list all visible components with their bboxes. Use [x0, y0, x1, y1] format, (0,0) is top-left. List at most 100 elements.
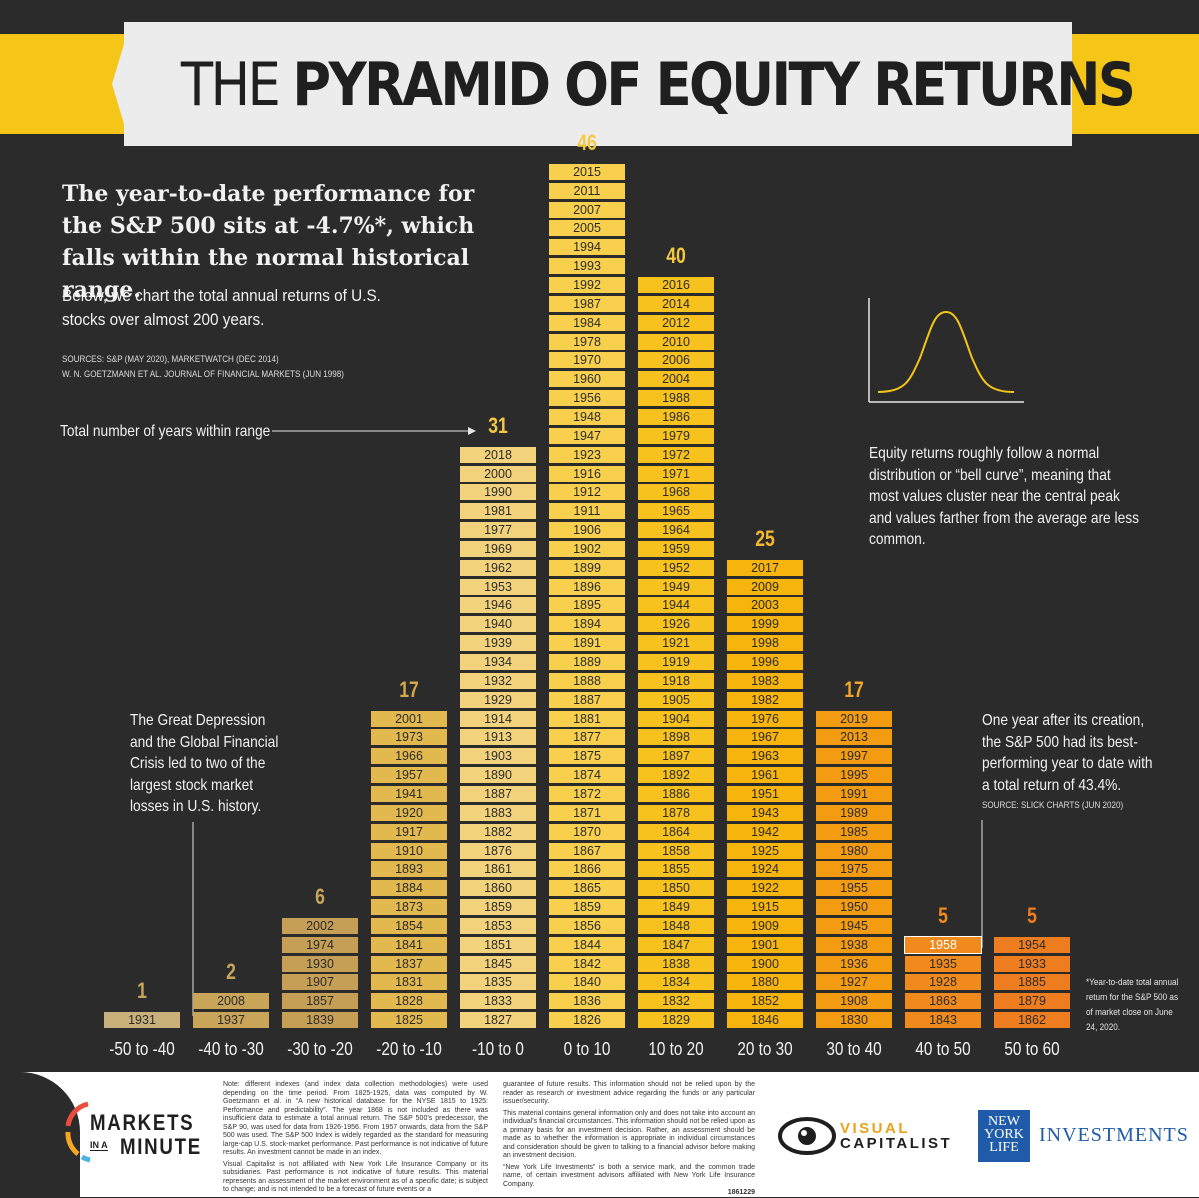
year-cell: 1920 [371, 804, 447, 821]
brand-in-a: IN A [90, 1140, 108, 1151]
year-cell: 1944 [638, 597, 714, 614]
year-cell: 1842 [549, 955, 625, 972]
year-cell: 1833 [460, 993, 536, 1010]
year-cell: 1921 [638, 635, 714, 652]
year-cell: 1995 [816, 767, 892, 784]
year-cell: 2013 [816, 729, 892, 746]
year-cell: 2011 [549, 182, 625, 199]
vc-wordmark: VISUAL CAPITALIST [840, 1121, 952, 1151]
year-cell: 2019 [816, 710, 892, 727]
year-cell: 1951 [727, 785, 803, 802]
year-cell: 1988 [638, 390, 714, 407]
year-cell: 1825 [371, 1012, 447, 1029]
count-label: 17 [844, 676, 864, 702]
year-cell: 1984 [549, 314, 625, 331]
year-cell: 2001 [371, 710, 447, 727]
year-cell: 1991 [816, 785, 892, 802]
year-cell: 1876 [460, 842, 536, 859]
year-cell: 1945 [816, 917, 892, 934]
year-cell: 1956 [549, 390, 625, 407]
year-cell: 1881 [549, 710, 625, 727]
year-cell: 2018 [460, 446, 536, 463]
year-cell: 1903 [460, 748, 536, 765]
year-cell: 1887 [460, 785, 536, 802]
note-3: guarantee of future results. This inform… [503, 1081, 755, 1105]
year-cell: 1947 [549, 427, 625, 444]
year-cell: 1981 [460, 503, 536, 520]
year-cell: 1986 [638, 408, 714, 425]
year-cell: 1857 [282, 993, 358, 1010]
year-cell: 1827 [460, 1012, 536, 1029]
year-cell: 1836 [549, 993, 625, 1010]
year-cell: 1862 [994, 1012, 1070, 1029]
year-cell: 2014 [638, 295, 714, 312]
year-cell: 1974 [282, 936, 358, 953]
x-tick-label: -50 to -40 [109, 1039, 175, 1059]
year-cell: 1938 [816, 936, 892, 953]
year-cell: 1936 [816, 955, 892, 972]
year-cell: 1865 [549, 880, 625, 897]
year-cell: 1939 [460, 635, 536, 652]
year-cell: 1830 [816, 1012, 892, 1029]
year-cell: 1943 [727, 804, 803, 821]
year-cell: 1985 [816, 823, 892, 840]
year-cell: 2015 [549, 163, 625, 180]
year-cell: 1924 [727, 861, 803, 878]
year-cell: 1897 [638, 748, 714, 765]
year-cell: 2007 [549, 201, 625, 218]
year-cell: 1922 [727, 880, 803, 897]
year-cell: 2004 [638, 371, 714, 388]
year-cell: 1835 [460, 974, 536, 991]
year-cell: 1937 [193, 1012, 269, 1029]
note-2: Visual Capitalist is not affiliated with… [223, 1160, 488, 1194]
year-cell: 1889 [549, 654, 625, 670]
year-cell: 1838 [638, 955, 714, 972]
year-cell: 2000 [460, 465, 536, 482]
best-year-pointer [981, 820, 983, 948]
x-tick-label: 20 to 30 [737, 1039, 793, 1059]
year-cell: 1874 [549, 767, 625, 784]
nyl-logo: NEW YORK LIFE [978, 1110, 1030, 1162]
year-cell: 1891 [549, 635, 625, 652]
year-cell: 1916 [549, 465, 625, 482]
year-cell: 1847 [638, 936, 714, 953]
year-cell: 1841 [371, 936, 447, 953]
year-cell: 1967 [727, 729, 803, 746]
year-cell: 1998 [727, 635, 803, 652]
x-tick-label: -30 to -20 [287, 1039, 353, 1059]
year-cell: 1957 [371, 767, 447, 784]
x-tick-label: 40 to 50 [915, 1039, 971, 1059]
year-cell: 1846 [727, 1012, 803, 1029]
year-cell: 1980 [816, 842, 892, 859]
brand-markets: MARKETS [90, 1110, 195, 1135]
count-label: 25 [755, 525, 775, 551]
x-tick-label: 30 to 40 [826, 1039, 882, 1059]
year-cell: 1961 [727, 767, 803, 784]
year-cell: 1863 [905, 993, 981, 1010]
year-cell: 1909 [727, 917, 803, 934]
title-banner [112, 22, 1072, 146]
year-cell: 1948 [549, 408, 625, 425]
year-cell: 1917 [371, 823, 447, 840]
year-cell: 1971 [638, 465, 714, 482]
year-cell: 1887 [549, 691, 625, 708]
year-cell: 1940 [460, 616, 536, 633]
year-cell: 2009 [727, 578, 803, 595]
year-cell: 1832 [638, 993, 714, 1010]
note-5: “New York Life Investments” is both a se… [503, 1163, 755, 1188]
year-cell: 1864 [638, 823, 714, 840]
best-year-source: SOURCE: SLICK CHARTS (JUN 2020) [982, 800, 1124, 811]
year-cell: 1828 [371, 993, 447, 1010]
year-cell: 1963 [727, 748, 803, 765]
year-cell: 1901 [727, 936, 803, 953]
year-cell: 1949 [638, 578, 714, 595]
year-cell: 1950 [816, 899, 892, 916]
year-cell: 1954 [994, 936, 1070, 953]
bell-curve-note: Equity returns roughly follow a normal d… [869, 445, 1139, 548]
year-cell: 1931 [104, 1012, 180, 1029]
year-cell: 1872 [549, 785, 625, 802]
year-cell: 2002 [282, 917, 358, 934]
year-cell: 1910 [371, 842, 447, 859]
year-cell: 1870 [549, 823, 625, 840]
year-cell: 1973 [371, 729, 447, 746]
